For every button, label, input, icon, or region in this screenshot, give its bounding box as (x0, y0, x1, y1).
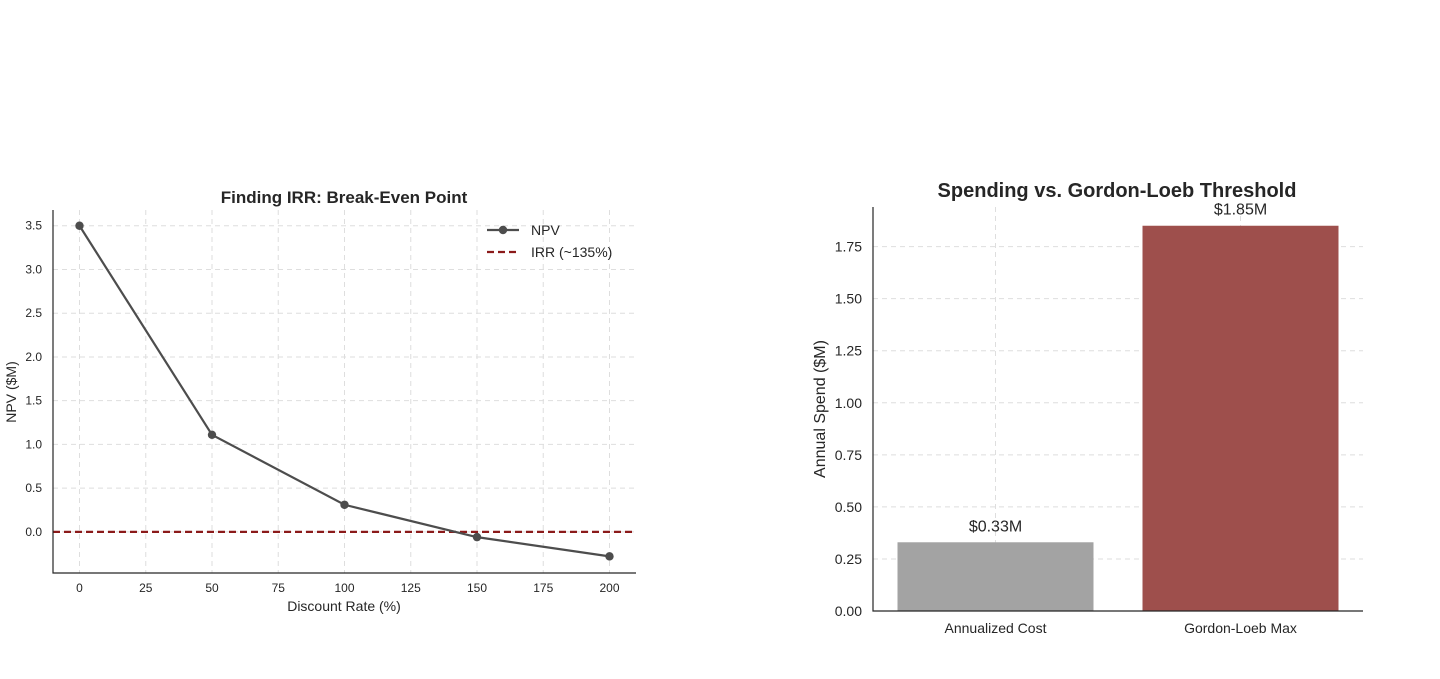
c1-xtick-label: 100 (334, 581, 354, 595)
c1-npv-point (207, 430, 217, 439)
c2-axes: Annualized Cost Gordon-Loeb Max 0.00 0.25 0.… (835, 207, 1363, 636)
c1-xtick-label: 50 (205, 581, 219, 595)
c2-ytick-label: 1.75 (835, 239, 862, 255)
c1-xtick-label: 75 (272, 581, 286, 595)
legend-irr-label: IRR (~135%) (531, 244, 612, 260)
c1-ytick-label: 3.5 (25, 219, 42, 233)
legend-npv-marker (498, 225, 508, 235)
c2-title: Spending vs. Gordon-Loeb Threshold (938, 180, 1297, 202)
c1-ylabel: NPV ($M) (3, 361, 19, 422)
c1-npv-point (340, 500, 349, 509)
c2-xtick-label: Annualized Cost (945, 620, 1047, 636)
c1-ytick-label: 0.0 (25, 525, 42, 539)
legend-npv-label: NPV (531, 222, 560, 238)
c1-xtick-label: 200 (599, 581, 619, 595)
c1-ytick-label: 1.0 (25, 437, 42, 451)
c1-axis-spines (52, 210, 636, 574)
c2-ytick-label: 0.25 (835, 551, 862, 567)
c1-xtick-label: 0 (76, 581, 83, 595)
c1-xtick-label: 150 (467, 581, 487, 595)
c1-legend: NPV IRR (~135%) (487, 222, 612, 260)
c2-ytick-label: 0.50 (835, 499, 862, 515)
c1-xtick-label: 125 (401, 581, 421, 595)
c2-ytick-label: 1.50 (835, 291, 862, 307)
c2-bar-data-label: $1.85M (1214, 202, 1267, 219)
c1-axes: 0 25 50 75 100 125 150 175 200 0.0 0.5 1.0 1.5 2.0 2.5… (25, 210, 636, 595)
irr-line-chart: 0 25 50 75 100 125 150 175 200 0.0 0.5 1.0 1.5 2.0 2.5… (3, 188, 636, 614)
c1-npv-point (472, 532, 482, 542)
c1-ytick-label: 3.0 (25, 262, 42, 276)
c2-xtick-label: Gordon-Loeb Max (1184, 620, 1297, 636)
c2-ytick-label: 0.75 (835, 447, 862, 463)
c2-ytick-label: 1.25 (835, 343, 862, 359)
gordon-loeb-bar-chart: $0.33M $1.85M Annualized Cost Gordon-Loeb … (812, 180, 1363, 636)
c2-bar-data-label: $0.33M (969, 518, 1022, 535)
c2-ylabel: Annual Spend ($M) (812, 340, 829, 478)
c1-series (75, 221, 614, 561)
c1-xtick-label: 175 (533, 581, 553, 595)
c1-xtick-label: 25 (139, 581, 153, 595)
c2-bar (1142, 225, 1339, 612)
c1-ytick-label: 2.0 (25, 350, 42, 364)
c1-npv-point (605, 552, 614, 561)
c1-xlabel: Discount Rate (%) (287, 598, 401, 614)
c2-ytick-label: 0.00 (835, 603, 862, 619)
c1-ytick-label: 0.5 (25, 481, 42, 495)
c1-ytick-label: 1.5 (25, 394, 42, 408)
c1-title: Finding IRR: Break-Even Point (221, 188, 468, 207)
c2-bar (897, 542, 1094, 611)
c2-ytick-label: 1.00 (835, 395, 862, 411)
c1-ytick-label: 2.5 (25, 306, 42, 320)
c2-bars: $0.33M $1.85M (897, 202, 1339, 612)
c1-npv-point (75, 221, 84, 230)
c2-axis-spines (872, 207, 1363, 612)
c1-grid (53, 210, 636, 573)
